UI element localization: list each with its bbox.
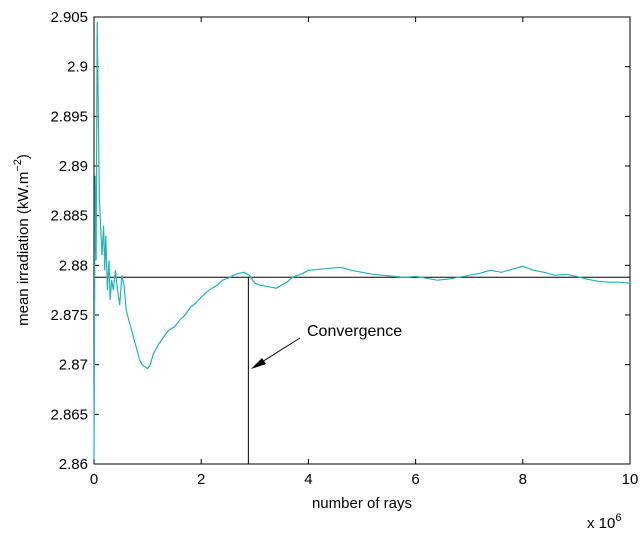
y-tick-label: 2.865 bbox=[50, 406, 88, 423]
y-tick-label: 2.89 bbox=[59, 158, 88, 175]
x-multiplier-base: x 10 bbox=[587, 515, 615, 532]
x-tick-label: 6 bbox=[411, 471, 419, 488]
x-axis-label: number of rays bbox=[312, 495, 412, 512]
x-tick-label: 10 bbox=[622, 471, 639, 488]
y-axis-label-close: ) bbox=[15, 154, 32, 159]
x-tick-labels: 0 2 4 6 8 10 bbox=[90, 471, 639, 488]
y-tick-label: 2.87 bbox=[59, 357, 88, 374]
convergence-label: Convergence bbox=[307, 323, 402, 340]
x-multiplier: x 106 bbox=[587, 512, 621, 532]
y-tick-label: 2.9 bbox=[67, 59, 88, 76]
y-axis-label-main: mean irradiation (kW.m bbox=[15, 172, 32, 326]
x-tick-label: 8 bbox=[519, 471, 527, 488]
y-tick-label: 2.875 bbox=[50, 307, 88, 324]
x-tick-label: 0 bbox=[90, 471, 98, 488]
x-tick-label: 4 bbox=[304, 471, 312, 488]
convergence-arrow bbox=[251, 338, 300, 369]
y-tick-label: 2.895 bbox=[50, 108, 88, 125]
y-tick-label: 2.88 bbox=[59, 257, 88, 274]
y-axis-label-superscript: −2 bbox=[12, 159, 24, 172]
x-tick-label: 2 bbox=[197, 471, 205, 488]
plot-frame bbox=[94, 17, 630, 464]
y-tick-labels: 2.86 2.865 2.87 2.875 2.88 2.885 2.89 2.895 2.9 2… bbox=[50, 9, 88, 473]
y-axis-label: mean irradiation (kW.m−2) bbox=[12, 154, 32, 326]
axis-ticks bbox=[94, 17, 630, 464]
series-line bbox=[94, 22, 630, 459]
y-tick-label: 2.905 bbox=[50, 9, 88, 26]
y-tick-label: 2.86 bbox=[59, 456, 88, 473]
x-multiplier-exponent: 6 bbox=[615, 512, 621, 524]
y-tick-label: 2.885 bbox=[50, 208, 88, 225]
